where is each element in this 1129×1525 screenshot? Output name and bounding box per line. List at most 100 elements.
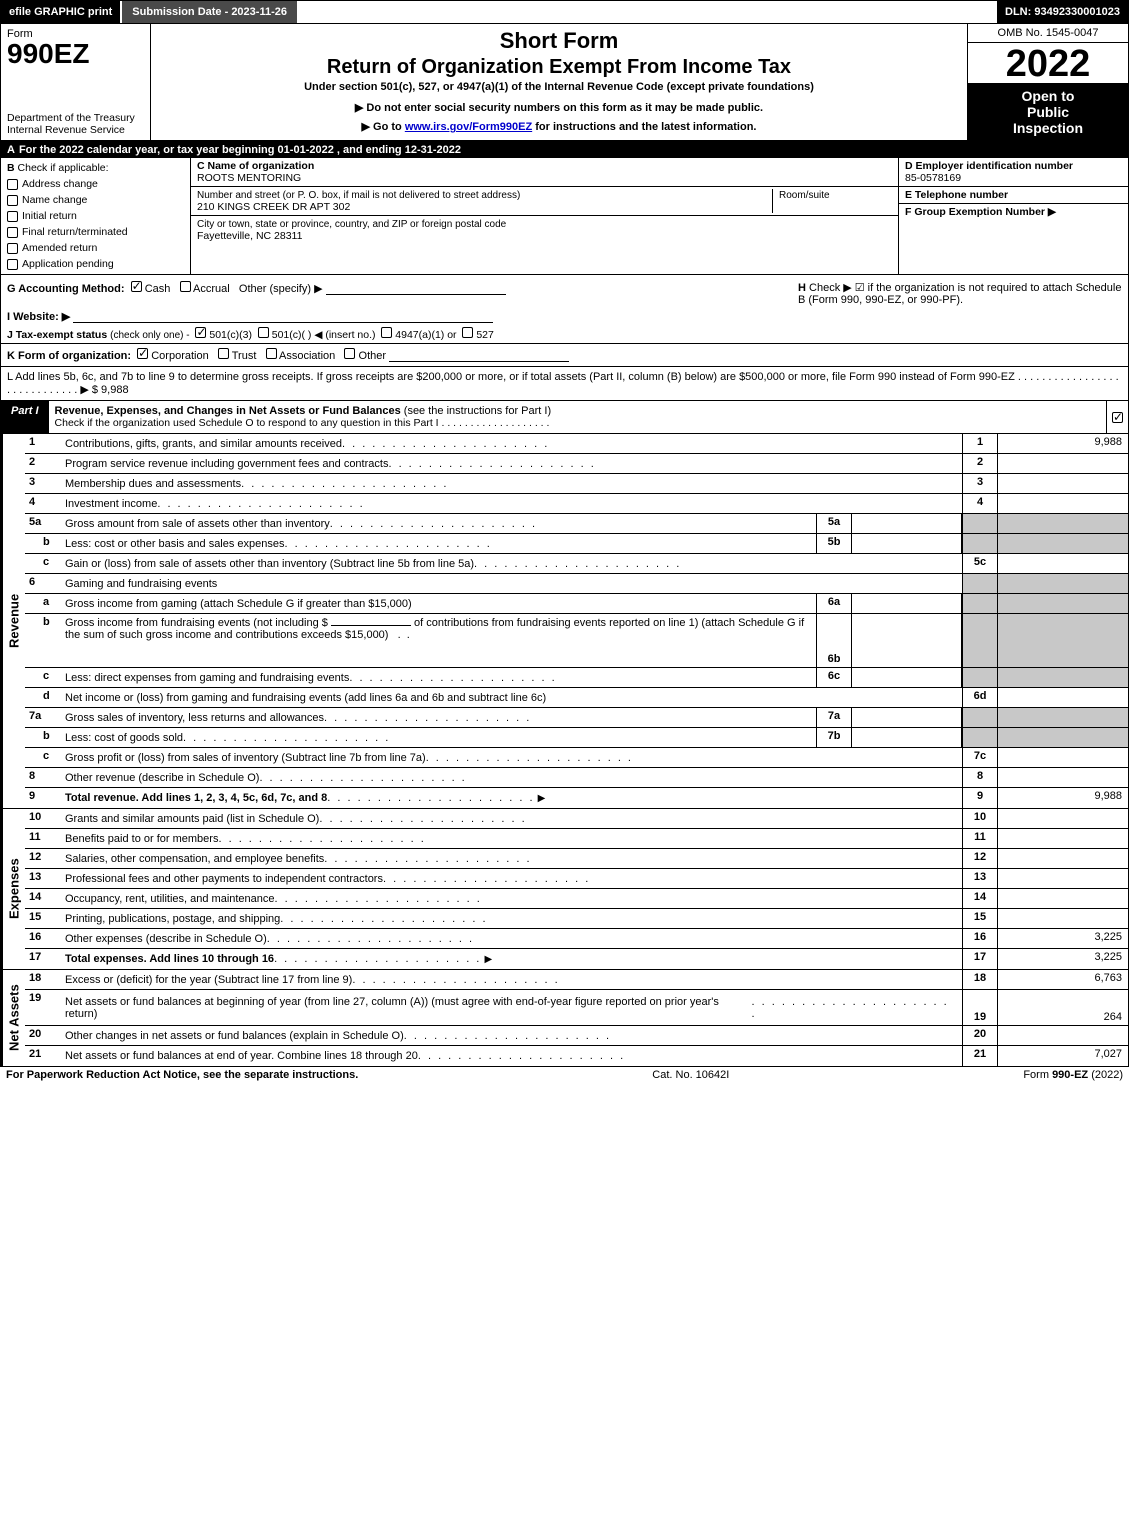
line-9: 9 Total revenue. Add lines 1, 2, 3, 4, 5… — [25, 788, 1128, 808]
row-g-h: G Accounting Method: Cash Accrual Other … — [1, 275, 1128, 308]
revenue-rows: 1 Contributions, gifts, grants, and simi… — [25, 434, 1128, 808]
checkbox-icon[interactable] — [7, 179, 18, 190]
ln-num: 4 — [25, 494, 61, 513]
line-1: 1 Contributions, gifts, grants, and simi… — [25, 434, 1128, 454]
ln-mid-val — [852, 614, 962, 667]
ln-mid-val — [852, 534, 962, 553]
footer-right-suffix: (2022) — [1088, 1069, 1123, 1081]
ln-right-num: 1 — [962, 434, 998, 453]
ln-right-val — [998, 554, 1128, 573]
ln-right-num: 7c — [962, 748, 998, 767]
dots-icon — [418, 1050, 625, 1062]
ln-num: 19 — [25, 990, 61, 1025]
subrow-city: City or town, state or province, country… — [191, 216, 898, 244]
ln-num: d — [25, 688, 61, 707]
ln-desc-text: Less: cost of goods sold — [65, 732, 183, 744]
net-assets-section: Net Assets 18 Excess or (deficit) for th… — [1, 970, 1128, 1066]
chk-cash[interactable] — [131, 281, 142, 292]
ein-value: 85-0578169 — [905, 172, 961, 184]
ln-right-num: 5c — [962, 554, 998, 573]
ln-num: 16 — [25, 929, 61, 948]
l-text: L Add lines 5b, 6c, and 7b to line 9 to … — [7, 371, 1119, 396]
ln-right-val: 7,027 — [998, 1046, 1128, 1066]
net-assets-rows: 18 Excess or (deficit) for the year (Sub… — [25, 970, 1128, 1066]
ln-right-num: 21 — [962, 1046, 998, 1066]
ln-num: 6 — [25, 574, 61, 593]
ln-desc: Net assets or fund balances at end of ye… — [61, 1046, 962, 1066]
checkbox-icon[interactable] — [7, 243, 18, 254]
lbl-cash: Cash — [145, 283, 171, 295]
ln-right-val — [998, 849, 1128, 868]
ln-desc-text: Printing, publications, postage, and shi… — [65, 913, 280, 925]
chk-accrual[interactable] — [180, 281, 191, 292]
chk-name-change[interactable]: Name change — [7, 194, 184, 206]
ln-desc-text1: Gross income from fundraising events (no… — [65, 617, 328, 629]
ln-mid-num: 6b — [816, 614, 852, 667]
ln-right-val — [998, 474, 1128, 493]
line-17: 17 Total expenses. Add lines 10 through … — [25, 949, 1128, 969]
room-suite: Room/suite — [772, 189, 892, 213]
website-input[interactable] — [73, 311, 493, 323]
ln-desc: Total expenses. Add lines 10 through 16 — [61, 949, 962, 969]
arrow-icon — [538, 792, 548, 804]
dots-icon — [349, 672, 556, 684]
footer-right: Form 990-EZ (2022) — [1023, 1069, 1123, 1081]
city-state-zip: Fayetteville, NC 28311 — [197, 230, 302, 242]
e-telephone: E Telephone number — [899, 187, 1128, 204]
line-6c: c Less: direct expenses from gaming and … — [25, 668, 1128, 688]
chk-501c3[interactable] — [195, 327, 206, 338]
f-group-exemption: F Group Exemption Number ▶ — [899, 204, 1128, 274]
ln-num: b — [25, 614, 61, 667]
part-i-subtitle: Check if the organization used Schedule … — [55, 417, 1100, 429]
chk-address-change[interactable]: Address change — [7, 178, 184, 190]
chk-corporation[interactable] — [137, 348, 148, 359]
chk-trust[interactable] — [218, 348, 229, 359]
line-5c: c Gain or (loss) from sale of assets oth… — [25, 554, 1128, 574]
ln-right-val-shade — [998, 668, 1128, 687]
chk-association[interactable] — [266, 348, 277, 359]
ln-num: 9 — [25, 788, 61, 808]
open-to-public: Open to Public Inspection — [968, 84, 1128, 140]
other-specify-input[interactable] — [326, 283, 506, 295]
revenue-section: Revenue 1 Contributions, gifts, grants, … — [1, 434, 1128, 809]
other-org-input[interactable] — [389, 350, 569, 362]
6b-amount-input[interactable] — [331, 616, 411, 626]
line-12: 12 Salaries, other compensation, and emp… — [25, 849, 1128, 869]
checkbox-icon[interactable] — [7, 211, 18, 222]
return-title: Return of Organization Exempt From Incom… — [157, 56, 961, 79]
col-d-e-f: D Employer identification number 85-0578… — [898, 158, 1128, 274]
part-i-schedule-o-check[interactable] — [1106, 401, 1128, 433]
checkbox-icon[interactable] — [7, 195, 18, 206]
ln-desc-text: Net income or (loss) from gaming and fun… — [65, 692, 546, 704]
chk-amended-return[interactable]: Amended return — [7, 242, 184, 254]
lbl-amended-return: Amended return — [22, 242, 97, 254]
chk-application-pending[interactable]: Application pending — [7, 258, 184, 270]
chk-final-return[interactable]: Final return/terminated — [7, 226, 184, 238]
checkbox-icon[interactable] — [7, 259, 18, 270]
ln-right-num-shade — [962, 534, 998, 553]
dots-icon — [474, 558, 681, 570]
ln-mid-val — [852, 728, 962, 747]
footer-left: For Paperwork Reduction Act Notice, see … — [6, 1069, 358, 1081]
dots-icon — [259, 772, 466, 784]
chk-527[interactable] — [462, 327, 473, 338]
chk-other-org[interactable] — [344, 348, 355, 359]
chk-initial-return[interactable]: Initial return — [7, 210, 184, 222]
ln-desc-text: Net assets or fund balances at end of ye… — [65, 1050, 418, 1062]
dept-treasury: Department of the Treasury Internal Reve… — [7, 112, 144, 136]
chk-501c[interactable] — [258, 327, 269, 338]
line-16: 16 Other expenses (describe in Schedule … — [25, 929, 1128, 949]
checkbox-icon[interactable] — [7, 227, 18, 238]
ln-right-val — [998, 1026, 1128, 1045]
irs-link[interactable]: www.irs.gov/Form990EZ — [405, 121, 532, 133]
efile-print-label[interactable]: efile GRAPHIC print — [1, 1, 120, 23]
ln-right-val-shade — [998, 574, 1128, 593]
chk-4947[interactable] — [381, 327, 392, 338]
checkbox-icon[interactable] — [1112, 412, 1123, 423]
expenses-rows: 10 Grants and similar amounts paid (list… — [25, 809, 1128, 969]
ln-desc: Other changes in net assets or fund bala… — [61, 1026, 962, 1045]
ln-right-val — [998, 748, 1128, 767]
revenue-side-label: Revenue — [1, 434, 25, 808]
line-8: 8 Other revenue (describe in Schedule O)… — [25, 768, 1128, 788]
tax-year: 2022 — [968, 43, 1128, 84]
